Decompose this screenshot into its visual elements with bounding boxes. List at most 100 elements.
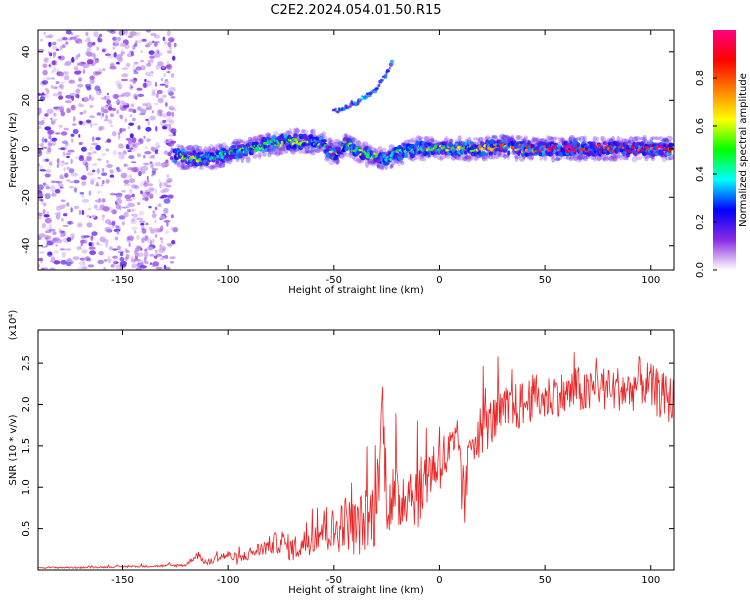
ridge-halo-point (273, 131, 279, 137)
noise-point (128, 178, 136, 183)
ridge-halo-point (483, 155, 488, 160)
x-tick-label: 50 (539, 275, 552, 286)
ridge-point (248, 150, 254, 156)
snr-x-label: Height of straight line (km) (288, 585, 424, 596)
ridge-halo-point (321, 131, 327, 137)
noise-point (87, 172, 94, 176)
noise-point (127, 235, 135, 241)
ridge-halo-point (310, 149, 316, 156)
noise-point (51, 59, 58, 66)
noise-point (129, 79, 133, 82)
noise-point (124, 118, 128, 123)
noise-point (82, 259, 86, 266)
noise-point (128, 147, 134, 150)
ridge-halo-point (568, 155, 575, 160)
ridge-halo-point (340, 153, 344, 160)
ridge-halo-point (474, 154, 480, 161)
ridge-halo-point (576, 155, 584, 161)
noise-point (57, 56, 62, 59)
snr-y-label: SNR (10 * v/v) (8, 414, 19, 485)
spectrogram-y-ticks: -40 -20 0 20 40 (21, 45, 674, 254)
ridge-halo-point (644, 154, 651, 159)
noise-point (72, 128, 79, 135)
noise-point (117, 56, 123, 63)
noise-point (97, 176, 102, 180)
noise-point (101, 153, 107, 156)
spectrogram-panel: -150 -100 -50 0 50 100 -40 -20 0 20 40 Height of … (8, 29, 675, 296)
ridge-halo-point (340, 151, 347, 156)
ridge-halo-point (573, 154, 579, 161)
noise-point (159, 257, 165, 260)
noise-point (140, 108, 147, 115)
ridge-halo-point (384, 164, 388, 170)
noise-point (67, 149, 75, 153)
noise-point (43, 203, 47, 207)
noise-point (66, 155, 70, 159)
noise-point (119, 251, 124, 257)
noise-point (159, 196, 165, 199)
noise-point (45, 237, 49, 240)
noise-point (111, 225, 115, 229)
noise-point (155, 168, 158, 171)
noise-point (143, 251, 149, 257)
ridge-halo-point (177, 145, 184, 150)
noise-point (52, 41, 57, 46)
noise-point (110, 124, 113, 128)
ridge-halo-point (571, 156, 578, 162)
noise-point (166, 266, 171, 270)
noise-point (132, 213, 138, 218)
noise-point (122, 151, 127, 155)
ridge-point (602, 141, 608, 145)
noise-point (38, 264, 41, 268)
ridge-halo-point (252, 136, 256, 141)
noise-point (121, 206, 128, 209)
ridge-halo-point (473, 137, 480, 141)
noise-point (84, 39, 91, 43)
ridge-core-point (655, 146, 659, 150)
noise-point (108, 106, 113, 111)
noise-point (89, 146, 94, 152)
noise-point (148, 188, 155, 192)
noise-point (45, 169, 52, 173)
noise-point (75, 88, 81, 94)
ridge-halo-point (256, 152, 263, 158)
snr-series-line (38, 352, 674, 569)
noise-point (83, 63, 86, 70)
noise-point (38, 92, 41, 96)
noise-point (96, 112, 102, 116)
ridge-halo-point (179, 164, 185, 171)
ridge-halo-point (176, 162, 181, 168)
ridge-halo-point (368, 158, 375, 165)
ridge-halo-point (253, 138, 260, 142)
noise-point (47, 142, 51, 148)
noise-point (169, 38, 174, 43)
noise-point (85, 31, 89, 37)
noise-point (107, 255, 111, 260)
ridge-core-point (514, 148, 519, 152)
noise-point (151, 110, 154, 114)
noise-point (60, 81, 66, 84)
ridge-halo-point (466, 155, 474, 161)
ridge-halo-point (654, 136, 662, 140)
ridge-halo-point (376, 164, 384, 170)
ridge-halo-point (665, 135, 673, 142)
noise-point (166, 174, 170, 178)
noise-point (151, 213, 157, 219)
ridge-halo-point (531, 140, 538, 146)
ridge-halo-point (664, 138, 669, 145)
ridge-halo-point (613, 155, 618, 162)
noise-point (41, 137, 45, 143)
ridge-halo-point (181, 164, 188, 171)
ridge-halo-point (491, 135, 495, 139)
noise-point (81, 209, 85, 216)
noise-point (129, 31, 137, 37)
noise-point (97, 259, 105, 265)
noise-point (90, 179, 95, 185)
noise-point (165, 64, 171, 68)
ridge-halo-point (356, 140, 361, 146)
noise-point (48, 64, 51, 67)
ridge-halo-point (335, 158, 340, 165)
noise-point (60, 259, 67, 265)
ridge-halo-point (279, 150, 285, 155)
ridge-halo-point (213, 163, 217, 168)
